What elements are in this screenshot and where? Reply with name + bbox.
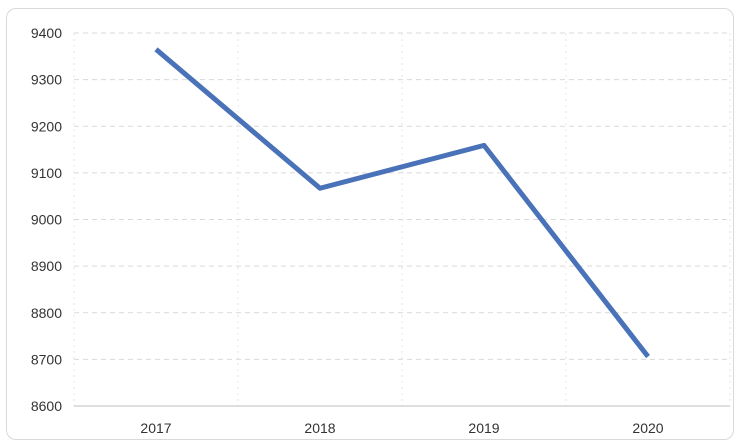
y-tick-label: 8700 <box>31 351 62 367</box>
y-tick-label: 8600 <box>31 398 62 414</box>
series-layer <box>154 47 650 359</box>
grid <box>73 32 731 406</box>
y-tick-label: 9000 <box>31 212 62 228</box>
x-tick-label: 2019 <box>468 420 499 436</box>
y-tick-label: 9200 <box>31 118 62 134</box>
y-tick-label: 8800 <box>31 305 62 321</box>
series-line <box>154 47 650 359</box>
y-tick-labels: 8600 8700 8800 8900 9000 9100 9200 9300 9400 <box>31 25 62 414</box>
x-tick-label: 2017 <box>140 420 171 436</box>
y-tick-label: 8900 <box>31 258 62 274</box>
x-tick-label: 2020 <box>632 420 663 436</box>
chart-frame <box>6 8 734 440</box>
y-tick-label: 9100 <box>31 165 62 181</box>
y-tick-label: 9400 <box>31 25 62 41</box>
y-tick-label: 9300 <box>31 72 62 88</box>
x-tick-labels: 2017 2018 2019 2020 <box>140 420 663 436</box>
x-tick-label: 2018 <box>304 420 335 436</box>
